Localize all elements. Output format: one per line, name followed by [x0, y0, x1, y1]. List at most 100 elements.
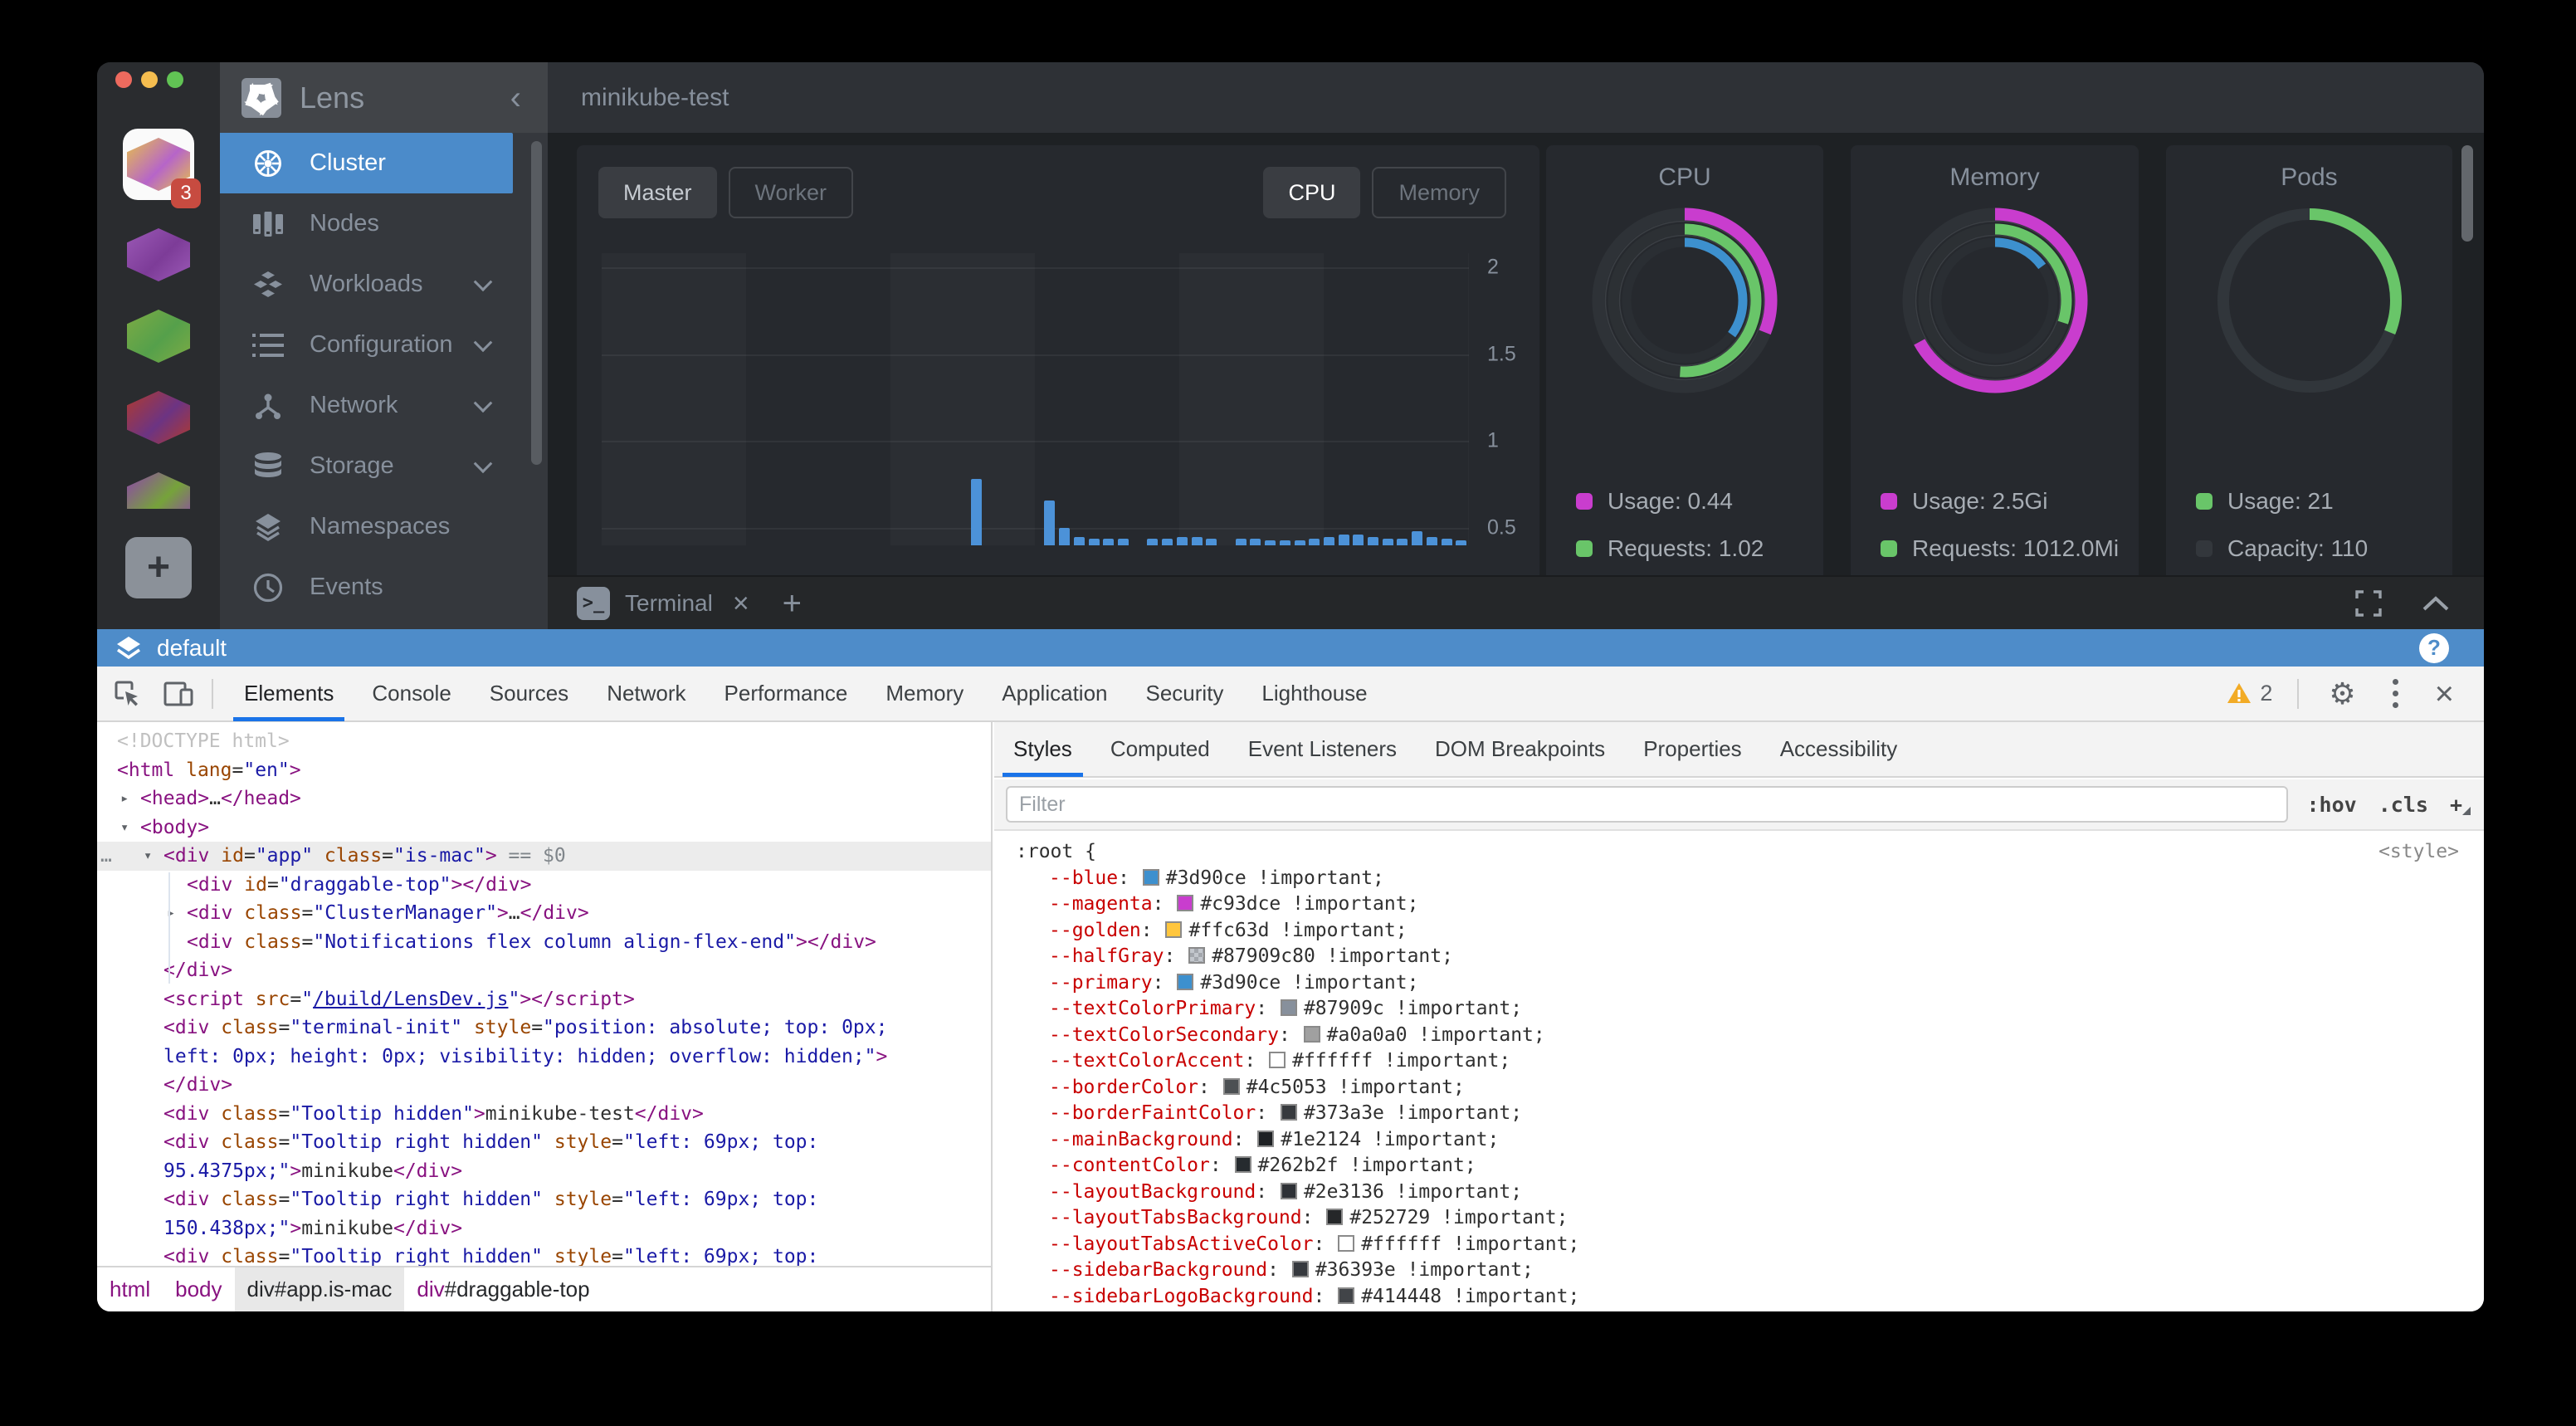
expander-closed-icon[interactable]: ▸	[120, 790, 129, 807]
dom-tree-line[interactable]: left: 0px; height: 0px; visibility: hidd…	[163, 1045, 888, 1067]
css-variable-line[interactable]: --sidebarActiveColor: #ffffff !important…	[994, 1310, 2484, 1311]
color-swatch[interactable]	[1222, 1077, 1240, 1095]
breadcrumb-item[interactable]: body	[175, 1277, 222, 1301]
chart-bar[interactable]	[1309, 538, 1320, 545]
chart-bar[interactable]	[1176, 536, 1188, 545]
settings-gear-icon[interactable]: ⚙	[2329, 676, 2356, 711]
memory-toggle-button[interactable]: Memory	[1372, 167, 1506, 218]
chart-bar[interactable]	[1294, 540, 1305, 545]
chart-bar[interactable]	[1059, 528, 1071, 545]
chart-bar[interactable]	[1382, 538, 1393, 545]
terminal-collapse-icon[interactable]	[2421, 594, 2451, 613]
color-swatch[interactable]	[1291, 1261, 1309, 1277]
cluster-icon[interactable]: 3	[123, 129, 201, 208]
overview-scrollbar[interactable]	[2461, 145, 2473, 242]
css-variable-line[interactable]: --blue: #3d90ce !important;	[1049, 867, 1384, 889]
style-origin-link[interactable]: <style>	[2378, 841, 2459, 862]
dom-tree-line[interactable]: 150.438px;">minikube</div>	[163, 1217, 463, 1239]
dom-tree-line[interactable]: <script src="/build/LensDev.js"></script…	[163, 988, 635, 1010]
chart-bar[interactable]	[1338, 535, 1349, 545]
css-variable-line[interactable]: --halfGray: #87909c80 !important;	[1049, 945, 1453, 967]
chart-bar[interactable]	[970, 479, 982, 545]
terminal-close-icon[interactable]: ×	[732, 587, 749, 619]
color-swatch[interactable]	[1257, 1130, 1275, 1147]
css-variable-line[interactable]: --textColorPrimary: #87909c !important;	[1049, 998, 1523, 1019]
color-swatch[interactable]	[1303, 1025, 1320, 1043]
chart-bar[interactable]	[1073, 536, 1085, 545]
devtools-close-icon[interactable]: ×	[2434, 675, 2454, 712]
styles-filter-input[interactable]	[1006, 786, 2288, 823]
color-swatch[interactable]	[1142, 868, 1159, 886]
sidebar-item-namespaces[interactable]: Namespaces	[220, 496, 513, 557]
sidebar-item-events[interactable]: Events	[220, 557, 513, 618]
tab-application[interactable]: Application	[1002, 681, 1108, 706]
new-style-rule-button[interactable]: +	[2449, 792, 2471, 817]
sidebar-item-cluster[interactable]: Cluster	[220, 133, 513, 193]
tab-computed[interactable]: Computed	[1110, 736, 1210, 761]
dom-tree-line[interactable]: <!DOCTYPE html>	[117, 730, 290, 752]
help-button[interactable]: ?	[2419, 632, 2449, 663]
chart-bar[interactable]	[1426, 536, 1437, 545]
chart-bar[interactable]	[1088, 538, 1100, 545]
tab-sources[interactable]: Sources	[489, 681, 569, 706]
terminal-add-icon[interactable]: +	[782, 584, 803, 622]
css-variable-line[interactable]: --layoutBackground: #2e3136 !important;	[1049, 1180, 1523, 1203]
color-swatch[interactable]	[1280, 1182, 1297, 1199]
master-toggle-button[interactable]: Master	[598, 167, 717, 218]
css-variable-line[interactable]: --layoutTabsActiveColor: #ffffff !import…	[1049, 1233, 1580, 1255]
devtools-menu-icon[interactable]	[2392, 679, 2398, 708]
chart-bar[interactable]	[1265, 540, 1276, 545]
css-variable-line[interactable]: --sidebarLogoBackground: #414448 !import…	[1049, 1285, 1580, 1307]
tab-memory[interactable]: Memory	[886, 681, 964, 706]
dom-tree-line[interactable]: <div class="Tooltip hidden">minikube-tes…	[163, 1102, 704, 1125]
color-swatch[interactable]	[1338, 1287, 1355, 1304]
dom-tree-line[interactable]: <html lang="en">	[117, 759, 301, 781]
chart-bar[interactable]	[1456, 540, 1467, 545]
dom-tree-line[interactable]: </div>	[163, 1074, 233, 1096]
toggle-class-button[interactable]: .cls	[2378, 792, 2428, 817]
dom-tree-line[interactable]: ▸ <div class="ClusterManager">…</div>	[97, 899, 991, 928]
expander-closed-icon[interactable]: ▸	[167, 905, 176, 921]
sidebar-scrollbar[interactable]	[531, 141, 542, 465]
tab-network[interactable]: Network	[607, 681, 686, 706]
chart-bar[interactable]	[1162, 538, 1173, 545]
tab-elements[interactable]: Elements	[225, 666, 353, 721]
terminal-fullscreen-icon[interactable]	[2354, 589, 2383, 618]
color-swatch[interactable]	[1234, 1156, 1251, 1173]
sidebar-item-network[interactable]: Network	[220, 375, 513, 436]
dom-tree-line[interactable]: <div class="terminal-init" style="positi…	[163, 1017, 888, 1038]
dom-tree-line[interactable]: ▾ <body>	[97, 813, 991, 842]
dom-tree-line[interactable]: <div id="draggable-top"></div>	[187, 873, 532, 896]
tab-properties[interactable]: Properties	[1643, 736, 1742, 761]
inspect-element-icon[interactable]	[105, 672, 149, 715]
cluster-icon[interactable]	[123, 228, 194, 281]
css-variable-line[interactable]: --textColorSecondary: #a0a0a0 !important…	[1049, 1023, 1545, 1046]
dom-tree-line[interactable]: ▸ <head>…</head>	[97, 784, 991, 813]
color-swatch[interactable]	[1165, 921, 1183, 938]
color-swatch[interactable]	[1177, 973, 1194, 990]
close-window-button[interactable]	[115, 71, 132, 88]
sidebar-item-nodes[interactable]: Nodes	[220, 193, 513, 254]
expander-open-icon[interactable]: ▾	[144, 847, 153, 864]
chart-bar[interactable]	[1323, 536, 1334, 545]
tab-dom-breakpoints[interactable]: DOM Breakpoints	[1435, 736, 1606, 761]
chart-bar[interactable]	[1397, 538, 1408, 545]
cluster-icon[interactable]	[123, 310, 194, 363]
cluster-icon[interactable]	[123, 391, 194, 444]
chart-bar[interactable]	[1117, 538, 1129, 545]
chart-bar[interactable]	[1353, 535, 1364, 545]
zoom-window-button[interactable]	[167, 71, 183, 88]
chart-bar[interactable]	[1206, 538, 1217, 545]
css-variable-line[interactable]: --sidebarBackground: #36393e !important;	[1049, 1259, 1534, 1281]
sidebar-item-configuration[interactable]: Configuration	[220, 315, 513, 375]
minimize-window-button[interactable]	[141, 71, 158, 88]
cpu-toggle-button[interactable]: CPU	[1263, 167, 1361, 218]
tab-performance[interactable]: Performance	[724, 681, 848, 706]
breadcrumb-item[interactable]: div #draggable-top	[417, 1277, 590, 1301]
chevron-down-icon[interactable]	[473, 271, 493, 291]
cluster-icon[interactable]	[123, 472, 194, 509]
sidebar-item-workloads[interactable]: Workloads	[220, 254, 513, 315]
css-variable-line[interactable]: --layoutTabsBackground: #252729 !importa…	[1049, 1207, 1569, 1228]
chart-bar[interactable]	[1103, 538, 1115, 545]
color-swatch[interactable]	[1177, 895, 1194, 911]
